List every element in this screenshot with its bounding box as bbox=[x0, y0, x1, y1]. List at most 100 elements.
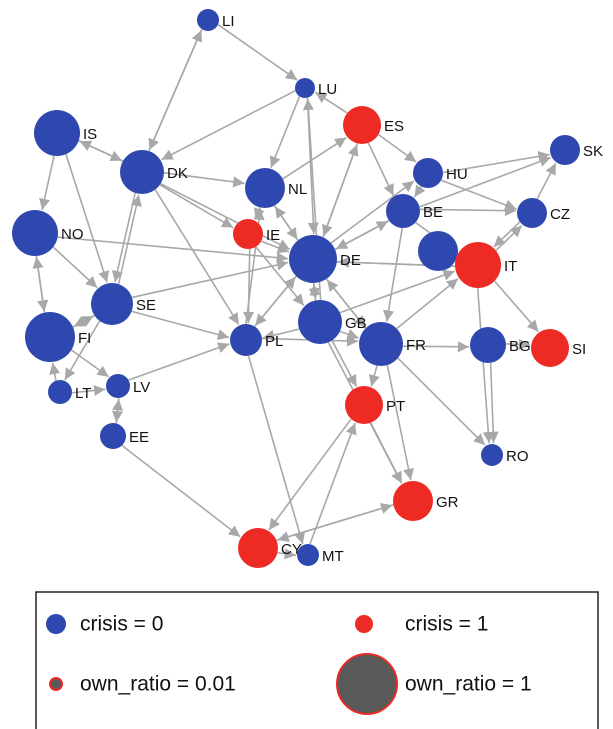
node bbox=[345, 386, 383, 424]
node bbox=[289, 235, 337, 283]
edge bbox=[255, 246, 305, 306]
edge bbox=[111, 192, 136, 283]
legend-label: crisis = 1 bbox=[405, 613, 488, 636]
edge bbox=[148, 29, 203, 152]
edge bbox=[65, 154, 110, 283]
node-label: IE bbox=[266, 227, 280, 244]
node bbox=[106, 374, 130, 398]
node bbox=[413, 158, 443, 188]
node bbox=[550, 135, 580, 165]
edge bbox=[331, 340, 358, 387]
node bbox=[48, 380, 72, 404]
edge bbox=[367, 142, 395, 196]
node-label: DE bbox=[340, 252, 361, 269]
node-label: SE bbox=[136, 297, 156, 314]
node-label: GR bbox=[436, 494, 459, 511]
node-label: LI bbox=[222, 13, 235, 30]
edge bbox=[128, 342, 230, 381]
node-label: NL bbox=[288, 181, 307, 198]
edge bbox=[309, 422, 357, 545]
node-label: PT bbox=[386, 398, 405, 415]
edge bbox=[493, 280, 540, 333]
legend-box bbox=[35, 591, 599, 729]
nodes: LI LU ES IS SK DK HU NL BE CZ IE NO DE IT SE FI GB FR BG SI… bbox=[12, 9, 603, 568]
edge bbox=[277, 548, 296, 560]
edge bbox=[335, 220, 390, 250]
edge bbox=[420, 204, 517, 217]
edge bbox=[309, 283, 321, 301]
node-label: CZ bbox=[550, 206, 570, 223]
edge bbox=[217, 24, 298, 81]
node-label: MT bbox=[322, 548, 344, 565]
edge bbox=[276, 503, 393, 542]
edge bbox=[536, 162, 557, 200]
edge bbox=[49, 362, 61, 381]
node-label: NO bbox=[61, 226, 84, 243]
node bbox=[470, 327, 506, 363]
node-label: HU bbox=[446, 166, 468, 183]
edge bbox=[487, 362, 499, 443]
node-label: EE bbox=[129, 429, 149, 446]
edge bbox=[64, 320, 101, 381]
node bbox=[393, 481, 433, 521]
node bbox=[386, 194, 420, 228]
node-label: BE bbox=[423, 204, 443, 221]
edge bbox=[79, 140, 124, 162]
node bbox=[455, 242, 501, 288]
node bbox=[343, 106, 381, 144]
edge bbox=[322, 143, 359, 237]
node-label: ES bbox=[384, 118, 404, 135]
legend-label: own_ratio = 0.01 bbox=[80, 673, 236, 696]
node bbox=[297, 544, 319, 566]
node-label: IS bbox=[83, 126, 97, 143]
edge bbox=[442, 150, 550, 174]
node bbox=[238, 528, 278, 568]
edge bbox=[161, 90, 296, 161]
node bbox=[359, 322, 403, 366]
edge bbox=[70, 349, 110, 378]
edge bbox=[419, 156, 552, 208]
edge bbox=[282, 136, 347, 180]
node-label: IT bbox=[504, 258, 517, 275]
edge bbox=[72, 315, 94, 328]
edge bbox=[117, 194, 142, 285]
node bbox=[120, 150, 164, 194]
edge bbox=[262, 328, 300, 341]
edge bbox=[383, 227, 403, 322]
node bbox=[91, 283, 133, 325]
edge bbox=[274, 206, 299, 241]
edge bbox=[39, 155, 55, 211]
edge bbox=[160, 183, 291, 251]
node-label: FI bbox=[78, 330, 91, 347]
node bbox=[245, 168, 285, 208]
edge bbox=[397, 357, 486, 446]
edge bbox=[154, 189, 240, 325]
edge bbox=[247, 355, 306, 545]
node-label: FR bbox=[406, 337, 426, 354]
edge bbox=[72, 384, 106, 397]
edge bbox=[330, 180, 415, 244]
node-label: CY bbox=[281, 541, 302, 558]
edge bbox=[506, 338, 531, 351]
node-label: SI bbox=[572, 341, 586, 358]
edge bbox=[402, 341, 469, 353]
edge bbox=[314, 91, 348, 114]
edge bbox=[163, 172, 245, 188]
node-label: LT bbox=[75, 385, 91, 402]
node bbox=[230, 324, 262, 356]
node bbox=[100, 423, 126, 449]
legend-marker bbox=[46, 614, 66, 634]
legend-label: own_ratio = 1 bbox=[405, 673, 532, 696]
node bbox=[12, 210, 58, 256]
node-label: BG bbox=[509, 338, 531, 355]
node-label: PL bbox=[265, 333, 283, 350]
edge bbox=[131, 310, 230, 341]
edge bbox=[386, 364, 415, 481]
edge bbox=[32, 256, 46, 313]
edge bbox=[52, 246, 98, 289]
edge bbox=[413, 184, 426, 198]
legend-marker bbox=[355, 615, 373, 633]
node-label: RO bbox=[506, 448, 529, 465]
node bbox=[481, 444, 503, 466]
